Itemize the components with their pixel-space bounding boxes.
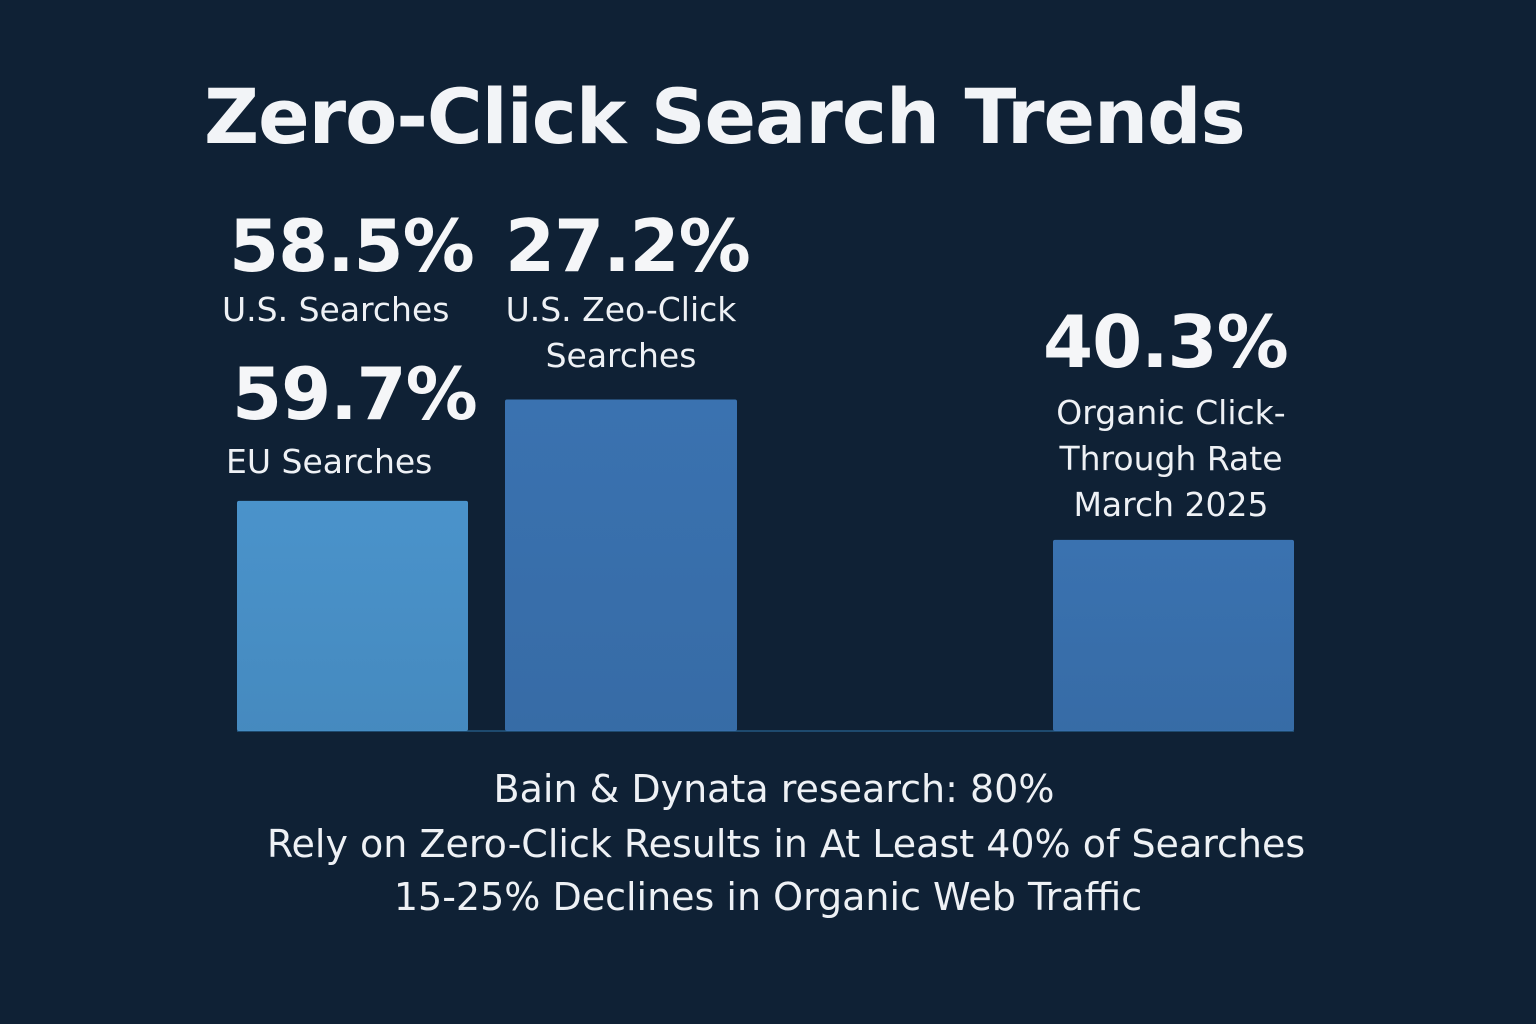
organic-ctr-label-line1: Organic Click-: [1056, 393, 1286, 432]
bar-2: [505, 399, 737, 731]
bar-1: [237, 500, 468, 731]
organic-ctr-value: 40.3%: [1043, 300, 1289, 384]
eu-searches-value: 59.7%: [232, 352, 478, 436]
us-searches-label: U.S. Searches: [222, 290, 450, 329]
us-zero-click-label-line2: Searches: [545, 336, 697, 375]
organic-ctr-label-line2: Through Rate: [1059, 439, 1283, 478]
organic-ctr-label: Organic Click- Through Rate March 2025: [1040, 390, 1302, 528]
us-zero-click-label: U.S. Zeo-Click Searches: [504, 287, 738, 379]
us-zero-click-value: 27.2%: [505, 204, 751, 288]
eu-searches-label: EU Searches: [226, 442, 433, 481]
footnote-line1: Bain & Dynata research: 80%: [493, 767, 1055, 811]
footnote-line3: 15-25% Declines in Organic Web Traffic: [393, 875, 1143, 919]
bar-3: [1053, 539, 1294, 731]
us-zero-click-label-line1: U.S. Zeo-Click: [505, 290, 737, 329]
us-searches-value: 58.5%: [229, 204, 475, 288]
organic-ctr-label-line3: March 2025: [1073, 485, 1269, 524]
footnote-line2: Rely on Zero-Click Results in At Least 4…: [266, 822, 1306, 866]
page-title: Zero-Click Search Trends: [204, 72, 1246, 161]
